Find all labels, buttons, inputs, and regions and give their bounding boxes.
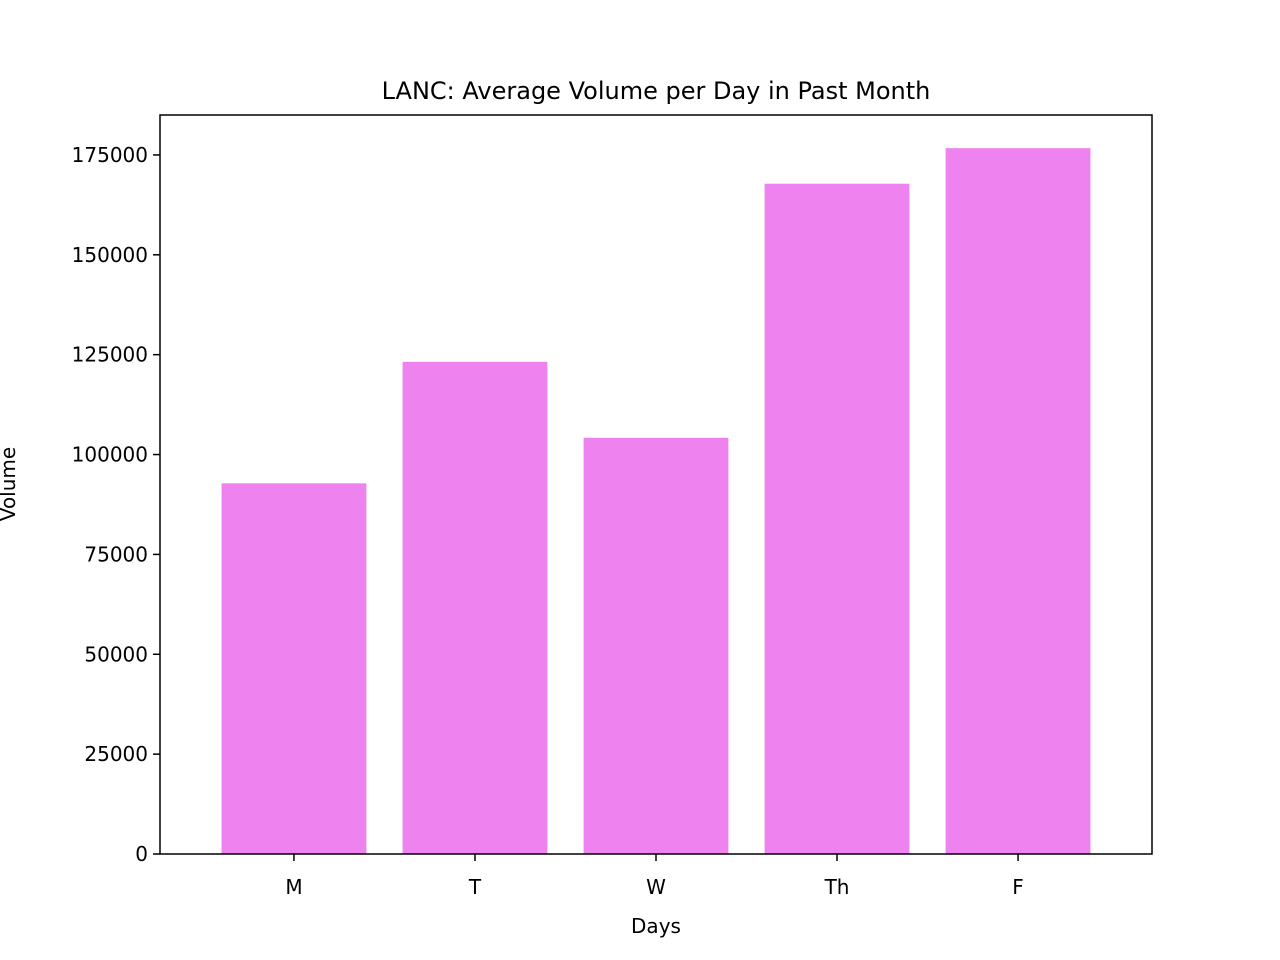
bar-m — [221, 483, 367, 854]
y-tick-label: 125000 — [72, 343, 148, 367]
chart-title: LANC: Average Volume per Day in Past Mon… — [382, 77, 931, 105]
bars-layer — [221, 148, 1091, 854]
y-tick-label: 150000 — [72, 243, 148, 267]
bar-f — [945, 148, 1091, 854]
y-tick-label: 25000 — [84, 742, 148, 766]
x-tick-label: F — [1012, 875, 1024, 899]
x-axis-label: Days — [631, 914, 681, 938]
bar-w — [583, 437, 729, 854]
bar-th — [764, 183, 910, 854]
x-tick-label: Th — [824, 875, 850, 899]
x-tick-label: W — [646, 875, 666, 899]
y-tick-label: 75000 — [84, 542, 148, 566]
y-tick-label: 50000 — [84, 642, 148, 666]
bar-t — [402, 361, 548, 854]
x-axis: M T W Th F — [285, 854, 1024, 899]
y-axis-label: Volume — [0, 447, 20, 521]
y-tick-label: 0 — [135, 842, 148, 866]
y-tick-label: 100000 — [72, 443, 148, 467]
x-tick-label: T — [468, 875, 482, 899]
y-axis: 0 25000 50000 75000 100000 125000 150000 175000 — [72, 143, 160, 866]
x-tick-label: M — [285, 875, 302, 899]
y-tick-label: 175000 — [72, 143, 148, 167]
